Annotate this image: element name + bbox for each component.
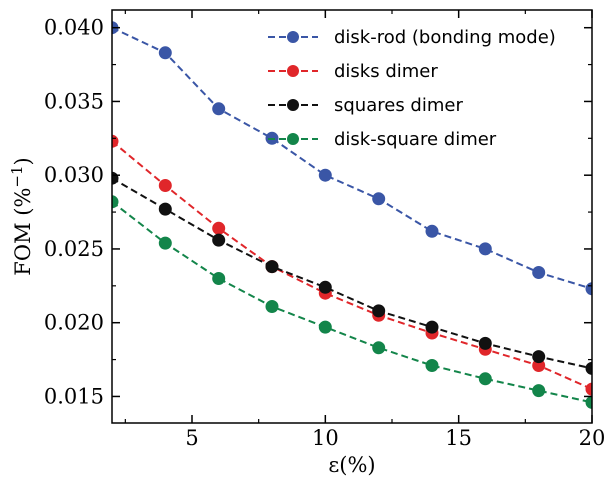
series-line-0 — [112, 26, 592, 290]
plot-area — [112, 21, 592, 409]
series-3-point — [532, 384, 546, 398]
series-line-1 — [112, 140, 592, 391]
series-2-point — [478, 336, 492, 350]
series-2-point — [265, 260, 279, 274]
legend-label-1: disks dimer — [334, 61, 438, 82]
series-0-point — [158, 46, 172, 60]
y-tick-label: 0.020 — [44, 311, 104, 335]
legend-marker-2 — [287, 99, 299, 111]
series-2-point — [318, 280, 332, 294]
y-tick-label: 0.015 — [44, 384, 104, 408]
series-3-point — [425, 359, 439, 372]
x-tick-label: 10 — [312, 426, 339, 450]
series-2-point — [425, 320, 439, 334]
y-tick-label: 0.030 — [44, 163, 104, 187]
series-2-point — [585, 361, 592, 375]
y-tick-label: 0.025 — [44, 237, 104, 261]
legend-marker-1 — [287, 65, 299, 77]
series-0-point — [532, 266, 546, 279]
series-3-point — [372, 341, 386, 355]
x-tick-label: 5 — [185, 426, 198, 450]
series-3-point — [478, 372, 492, 386]
x-tick-label: 20 — [579, 426, 605, 450]
x-tick-label: 15 — [445, 426, 472, 450]
legend-marker-3 — [287, 133, 299, 145]
series-line-2 — [112, 177, 592, 370]
y-axis-title-close: ) — [11, 157, 35, 165]
series-0-point — [478, 242, 492, 256]
legend: disk-rod (bonding mode) disks dimer square… — [268, 27, 556, 150]
series-2-point — [212, 233, 226, 247]
y-tick-label: 0.040 — [44, 16, 104, 40]
series-0-point — [425, 224, 439, 238]
series-3-point — [265, 300, 279, 313]
series-1-point — [212, 221, 226, 235]
y-tick-label: 0.035 — [44, 89, 104, 113]
x-axis-title: ε(%) — [328, 453, 375, 477]
legend-marker-0 — [287, 31, 299, 43]
y-axis-title-superscript: −1 — [8, 165, 26, 187]
series-3-point — [585, 395, 592, 409]
series-3-point — [158, 236, 172, 250]
series-3-point — [212, 272, 226, 285]
series-0-point — [372, 192, 386, 206]
series-2-point — [158, 202, 172, 216]
legend-label-2: squares dimer — [334, 95, 463, 116]
plot-frame — [111, 9, 593, 424]
legend-label-3: disk-square dimer — [334, 129, 497, 150]
axes: 5 10 15 20 0.015 0.020 0.025 0.030 0.035 0.040 — [44, 9, 605, 450]
series-1-point — [158, 179, 172, 192]
series-2-point — [532, 350, 546, 364]
series-line-3 — [112, 201, 592, 404]
series-1-point — [585, 382, 592, 396]
series-0-point — [318, 168, 332, 182]
series-2-point — [372, 304, 386, 318]
series-0-point — [212, 102, 226, 116]
series-3-point — [318, 320, 332, 334]
y-axis-title: FOM (%−1) — [8, 157, 35, 275]
series-3-point — [112, 195, 119, 209]
y-axis-title-main: FOM (% — [11, 188, 35, 276]
legend-label-0: disk-rod (bonding mode) — [334, 27, 556, 48]
